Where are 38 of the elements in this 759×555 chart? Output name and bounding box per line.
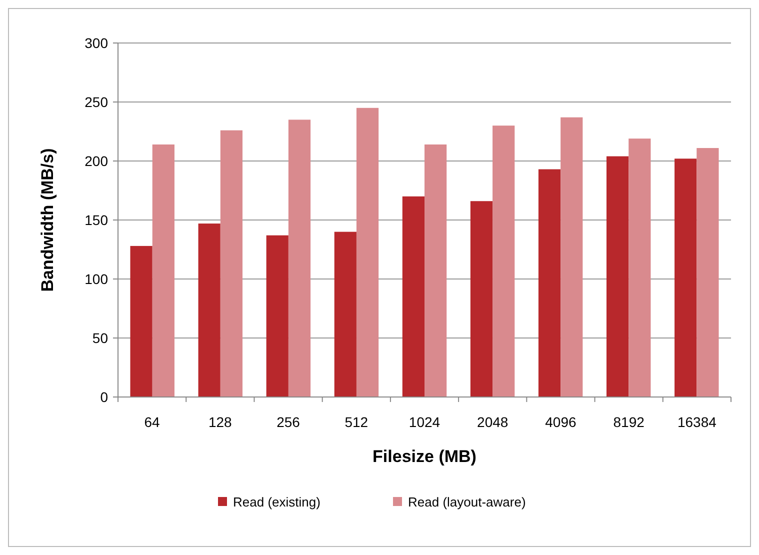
bar: [492, 126, 515, 397]
x-tick-label: 2048: [477, 414, 508, 430]
x-tick-label: 1024: [408, 414, 440, 430]
bar: [402, 196, 424, 397]
x-tick-label: 128: [208, 414, 232, 430]
x-tick-label: 16384: [677, 414, 717, 430]
bar: [288, 120, 311, 397]
y-tick-label: 200: [84, 152, 108, 169]
bar: [334, 232, 356, 397]
x-axis-title: Filesize (MB): [372, 447, 476, 466]
x-tick-label: 256: [276, 414, 300, 430]
y-tick-label: 300: [84, 34, 108, 51]
x-tick-label: 512: [344, 414, 368, 430]
bar: [538, 169, 561, 397]
legend-label: Read (existing): [233, 494, 320, 510]
y-tick-label: 150: [84, 212, 108, 228]
bar: [220, 130, 243, 397]
bar: [424, 144, 447, 397]
bar: [130, 246, 152, 397]
x-tick-label: 8192: [613, 414, 645, 430]
x-tick-label: 64: [144, 414, 160, 430]
y-tick-label: 50: [92, 330, 108, 346]
y-tick-label: 250: [84, 94, 108, 110]
bar: [198, 224, 220, 397]
bar: [696, 148, 719, 397]
bar: [560, 117, 583, 397]
y-tick-label: 100: [84, 270, 108, 287]
x-tick-label: 4096: [545, 414, 577, 430]
bar: [266, 235, 288, 397]
bar: [606, 156, 629, 397]
bar: [470, 201, 493, 397]
bar: [674, 158, 697, 397]
y-tick-label: 0: [100, 388, 108, 405]
bar: [628, 138, 651, 397]
legend-label: Read (layout-aware): [408, 494, 526, 510]
bar: [356, 108, 379, 397]
y-axis-title: Bandwidth (MB/s): [38, 148, 57, 292]
bar: [152, 144, 174, 397]
